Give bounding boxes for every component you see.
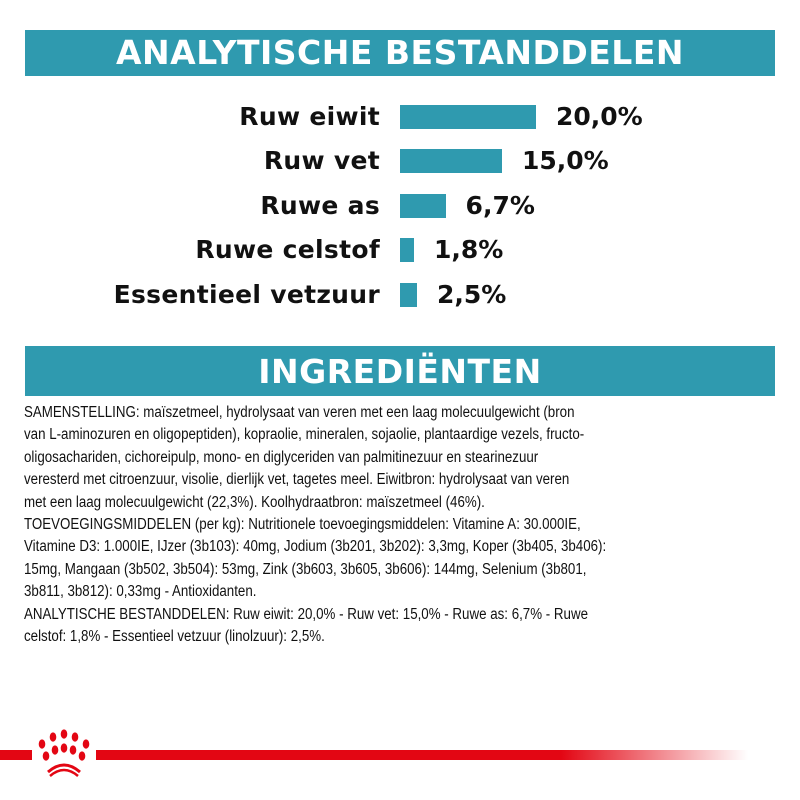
bar-value-label: 2,5% [437,280,507,309]
bar [400,283,417,307]
ingredients-line: van L-aminozuren en oligopeptiden), kopr… [24,426,585,444]
ingredients-line: celstof: 1,8% - Essentieel vetzuur (lino… [24,628,325,646]
ingredients-line: veresterd met citroenzuur, visolie, dier… [24,471,570,489]
bar-value-label: 1,8% [434,235,504,264]
ingredients-line: 15mg, Mangaan (3b502, 3b504): 53mg, Zink… [24,560,587,578]
bar-value-label: 6,7% [465,191,535,220]
brand-red-line [0,750,748,760]
bar [400,105,536,129]
ingredients-line: ANALYTISCHE BESTANDDELEN: Ruw eiwit: 20,… [24,605,589,623]
bar [400,149,502,173]
ingredients-text: SAMENSTELLING: maïszetmeel, hydrolysaat … [24,402,798,648]
bar-value-label: 15,0% [522,146,609,175]
ingredients-line: Vitamine D3: 1.000IE, IJzer (3b103): 40m… [24,538,607,556]
bar-label: Ruwe as [260,191,380,220]
ingredients-line: TOEVOEGINGSMIDDELEN (per kg): Nutritione… [24,516,581,534]
bar-label: Ruwe celstof [195,235,380,264]
ingredients-line: oligosachariden, cichoreipulp, mono- en … [24,448,539,466]
ingredients-line: met een laag molecuulgewicht (22,3%). Ko… [24,493,485,511]
bar-label: Essentieel vetzuur [113,280,380,309]
bar-label: Ruw vet [263,146,380,175]
bar-value-label: 20,0% [556,102,643,131]
royal-canin-crown-logo-icon [32,728,96,788]
ingredients-header: INGREDIËNTEN [25,346,775,396]
bar [400,238,414,262]
bar [400,194,446,218]
ingredients-line: 3b811, 3b812): 0,33mg - Antioxidanten. [24,583,257,601]
bar-label: Ruw eiwit [239,102,380,131]
analysis-header: ANALYTISCHE BESTANDDELEN [25,30,775,76]
ingredients-line: SAMENSTELLING: maïszetmeel, hydrolysaat … [24,404,575,421]
